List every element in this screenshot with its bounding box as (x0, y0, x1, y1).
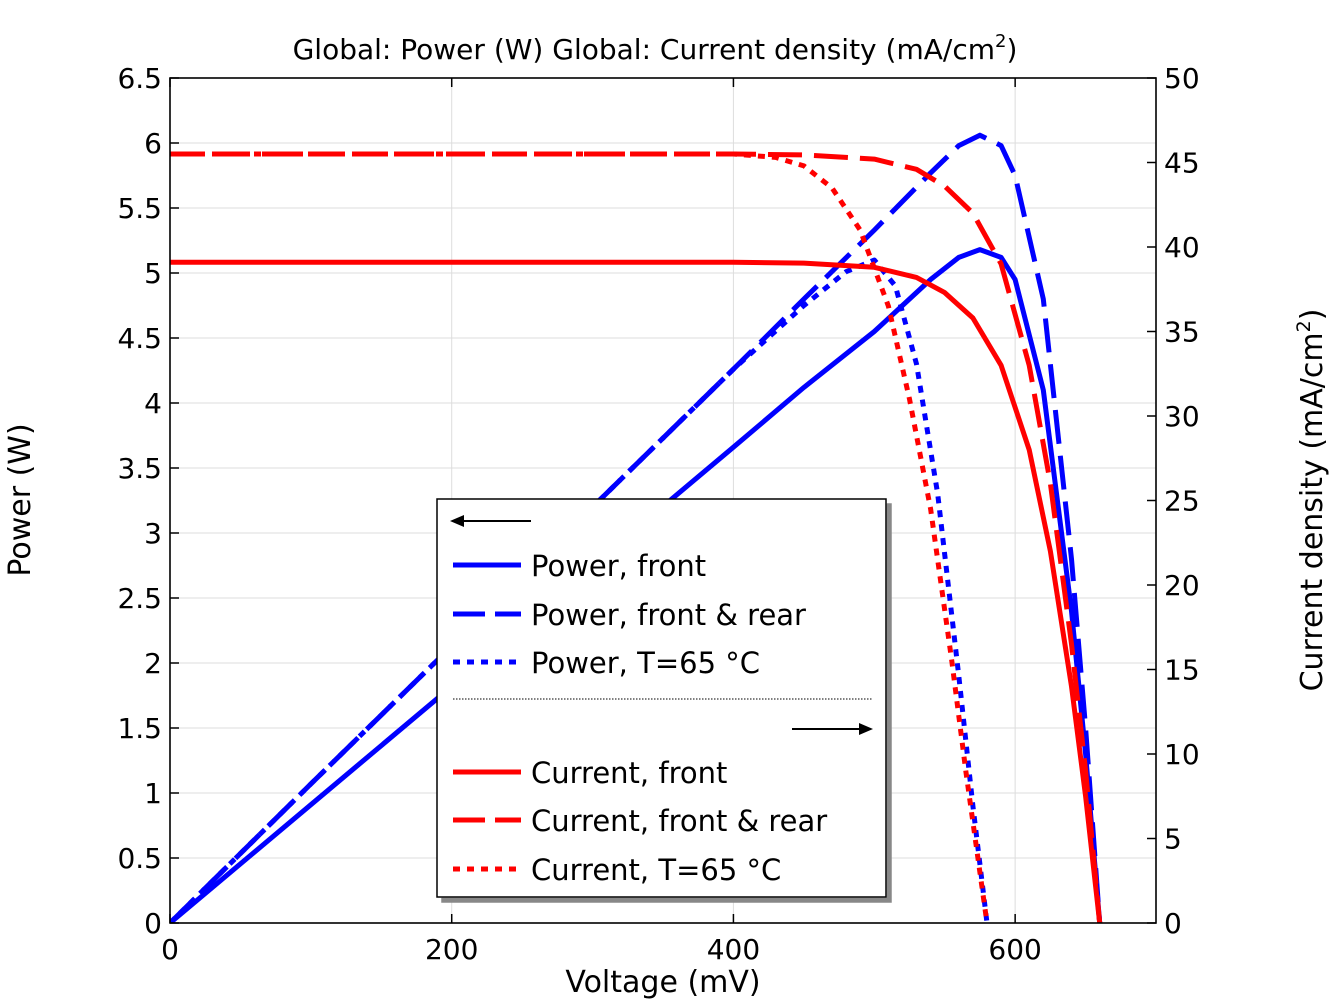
left-tick-label: 2 (144, 647, 162, 680)
left-tick-label: 4 (144, 387, 162, 420)
right-axis-label: Current density (mA/cm2) (1293, 309, 1330, 692)
legend-label: Power, T=65 °C (531, 646, 760, 680)
left-tick-label: 5.5 (117, 192, 162, 225)
legend-label: Current, front & rear (531, 804, 827, 838)
right-axis-ticks: 0 5 10 15 20 25 30 35 40 45 50 (1147, 62, 1200, 940)
x-tick-label: 0 (161, 933, 179, 966)
left-tick-label: 6 (144, 127, 162, 160)
left-tick-label: 6.5 (117, 62, 162, 95)
right-tick-label: 40 (1164, 231, 1200, 264)
right-tick-label: 25 (1164, 485, 1200, 518)
series-current-front (170, 259, 1103, 923)
right-tick-label: 50 (1164, 62, 1200, 95)
right-tick-label: 10 (1164, 738, 1200, 771)
left-tick-label: 0.5 (117, 842, 162, 875)
left-axis-ticks: 0 0.5 1 1.5 2 2.5 3 3.5 4 4.5 5 5.5 6 6.5 (117, 62, 179, 940)
left-tick-label: 5 (144, 257, 162, 290)
right-tick-label: 35 (1164, 316, 1200, 349)
legend: Power, front Power, front & rear Power, T=… (436, 498, 887, 898)
right-tick-label: 5 (1164, 823, 1182, 856)
right-tick-label: 15 (1164, 654, 1200, 687)
left-tick-label: 1.5 (117, 712, 162, 745)
chart-title: Global: Power (W) Global: Current densit… (293, 31, 1018, 66)
right-tick-label: 30 (1164, 400, 1200, 433)
legend-label: Power, front (531, 549, 706, 583)
left-axis-arrow (450, 515, 531, 527)
x-tick-label: 400 (707, 933, 760, 966)
right-tick-label: 45 (1164, 147, 1200, 180)
legend-label: Current, front (531, 756, 727, 790)
series-current-t-65-c (170, 151, 990, 923)
left-tick-label: 4.5 (117, 322, 162, 355)
right-tick-label: 20 (1164, 569, 1200, 602)
legend-label: Power, front & rear (531, 598, 806, 632)
x-tick-label: 200 (425, 933, 478, 966)
right-axis-arrow (792, 723, 873, 735)
right-tick-label: 0 (1164, 907, 1182, 940)
series-layer (170, 132, 1103, 923)
left-tick-label: 3.5 (117, 452, 162, 485)
left-tick-label: 2.5 (117, 582, 162, 615)
left-tick-label: 0 (144, 907, 162, 940)
x-tick-label: 600 (988, 933, 1041, 966)
x-axis-label: Voltage (mV) (565, 965, 760, 1000)
left-axis-label: Power (W) (3, 423, 38, 576)
left-tick-label: 1 (144, 777, 162, 810)
x-axis-ticks: 0 200 400 600 (161, 78, 1042, 966)
legend-label: Current, T=65 °C (531, 853, 781, 887)
left-tick-label: 3 (144, 517, 162, 550)
series-power-front-rear (170, 132, 1103, 923)
